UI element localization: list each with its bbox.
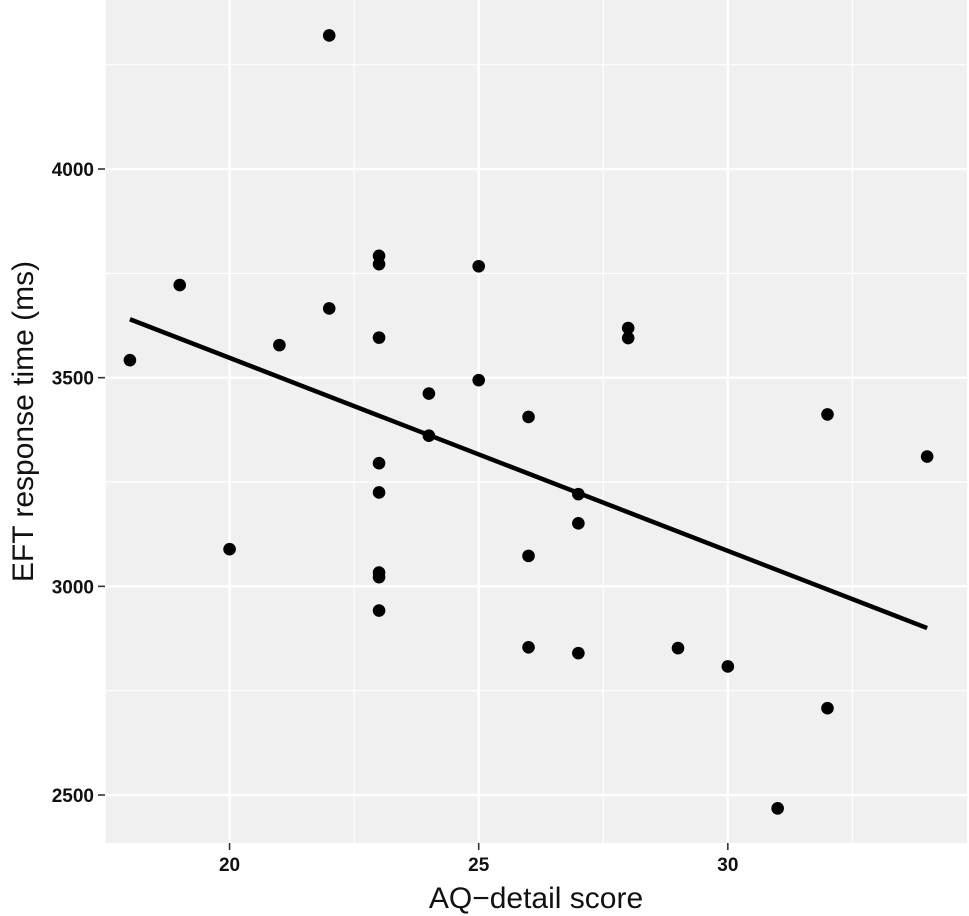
fit-line-group bbox=[129, 317, 928, 631]
data-point bbox=[372, 486, 386, 499]
x-axis: 20 25 30 bbox=[219, 843, 738, 876]
data-point bbox=[422, 429, 436, 442]
data-point bbox=[821, 701, 834, 715]
data-point bbox=[522, 410, 535, 424]
y-tick-label: 3000 bbox=[52, 577, 94, 598]
data-point bbox=[572, 487, 585, 501]
data-point bbox=[372, 604, 386, 617]
data-point bbox=[771, 802, 784, 815]
y-tick-label: 3500 bbox=[52, 369, 94, 390]
x-tick-label: 30 bbox=[717, 855, 738, 876]
data-point bbox=[372, 570, 386, 584]
data-points bbox=[123, 29, 934, 815]
data-point bbox=[572, 517, 585, 530]
regression-line bbox=[129, 317, 928, 631]
data-point bbox=[621, 331, 635, 345]
y-tick-label: 2500 bbox=[52, 786, 94, 807]
data-point bbox=[372, 257, 386, 271]
data-point bbox=[223, 542, 236, 556]
data-point bbox=[721, 660, 735, 673]
data-point bbox=[621, 321, 635, 335]
x-axis-title: AQ−detail score bbox=[429, 882, 643, 915]
data-point bbox=[273, 338, 286, 352]
data-point bbox=[920, 450, 934, 463]
y-tick-label: 4000 bbox=[52, 160, 94, 181]
y-axis: 2500 3000 3500 4000 bbox=[52, 160, 105, 807]
data-point bbox=[572, 646, 585, 660]
data-point bbox=[173, 278, 187, 292]
data-point bbox=[322, 29, 336, 42]
x-tick-label: 25 bbox=[468, 855, 490, 876]
x-tick-label: 20 bbox=[219, 855, 240, 876]
data-point bbox=[671, 641, 685, 655]
data-point bbox=[472, 373, 485, 387]
data-point bbox=[422, 387, 436, 400]
data-point bbox=[372, 456, 386, 470]
data-point bbox=[123, 353, 137, 367]
data-point bbox=[472, 259, 485, 273]
y-axis-title: EFT response time (ms) bbox=[7, 261, 40, 582]
minor-grid bbox=[104, 0, 967, 843]
data-point bbox=[821, 408, 834, 421]
data-point bbox=[522, 640, 535, 654]
plot-panel bbox=[105, 0, 967, 843]
data-point bbox=[522, 549, 535, 563]
data-point bbox=[322, 302, 336, 315]
data-point bbox=[372, 331, 386, 344]
